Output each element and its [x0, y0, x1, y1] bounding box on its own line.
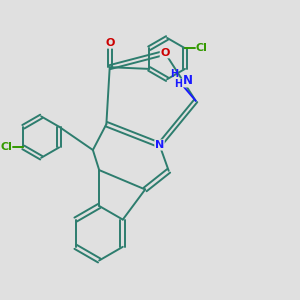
Text: Cl: Cl: [196, 43, 208, 53]
Text: N: N: [183, 74, 193, 87]
Text: H: H: [174, 79, 182, 89]
Text: O: O: [160, 48, 170, 58]
Text: O: O: [105, 38, 114, 48]
Text: H: H: [170, 69, 178, 79]
Text: Cl: Cl: [1, 142, 13, 152]
Text: N: N: [155, 140, 164, 150]
